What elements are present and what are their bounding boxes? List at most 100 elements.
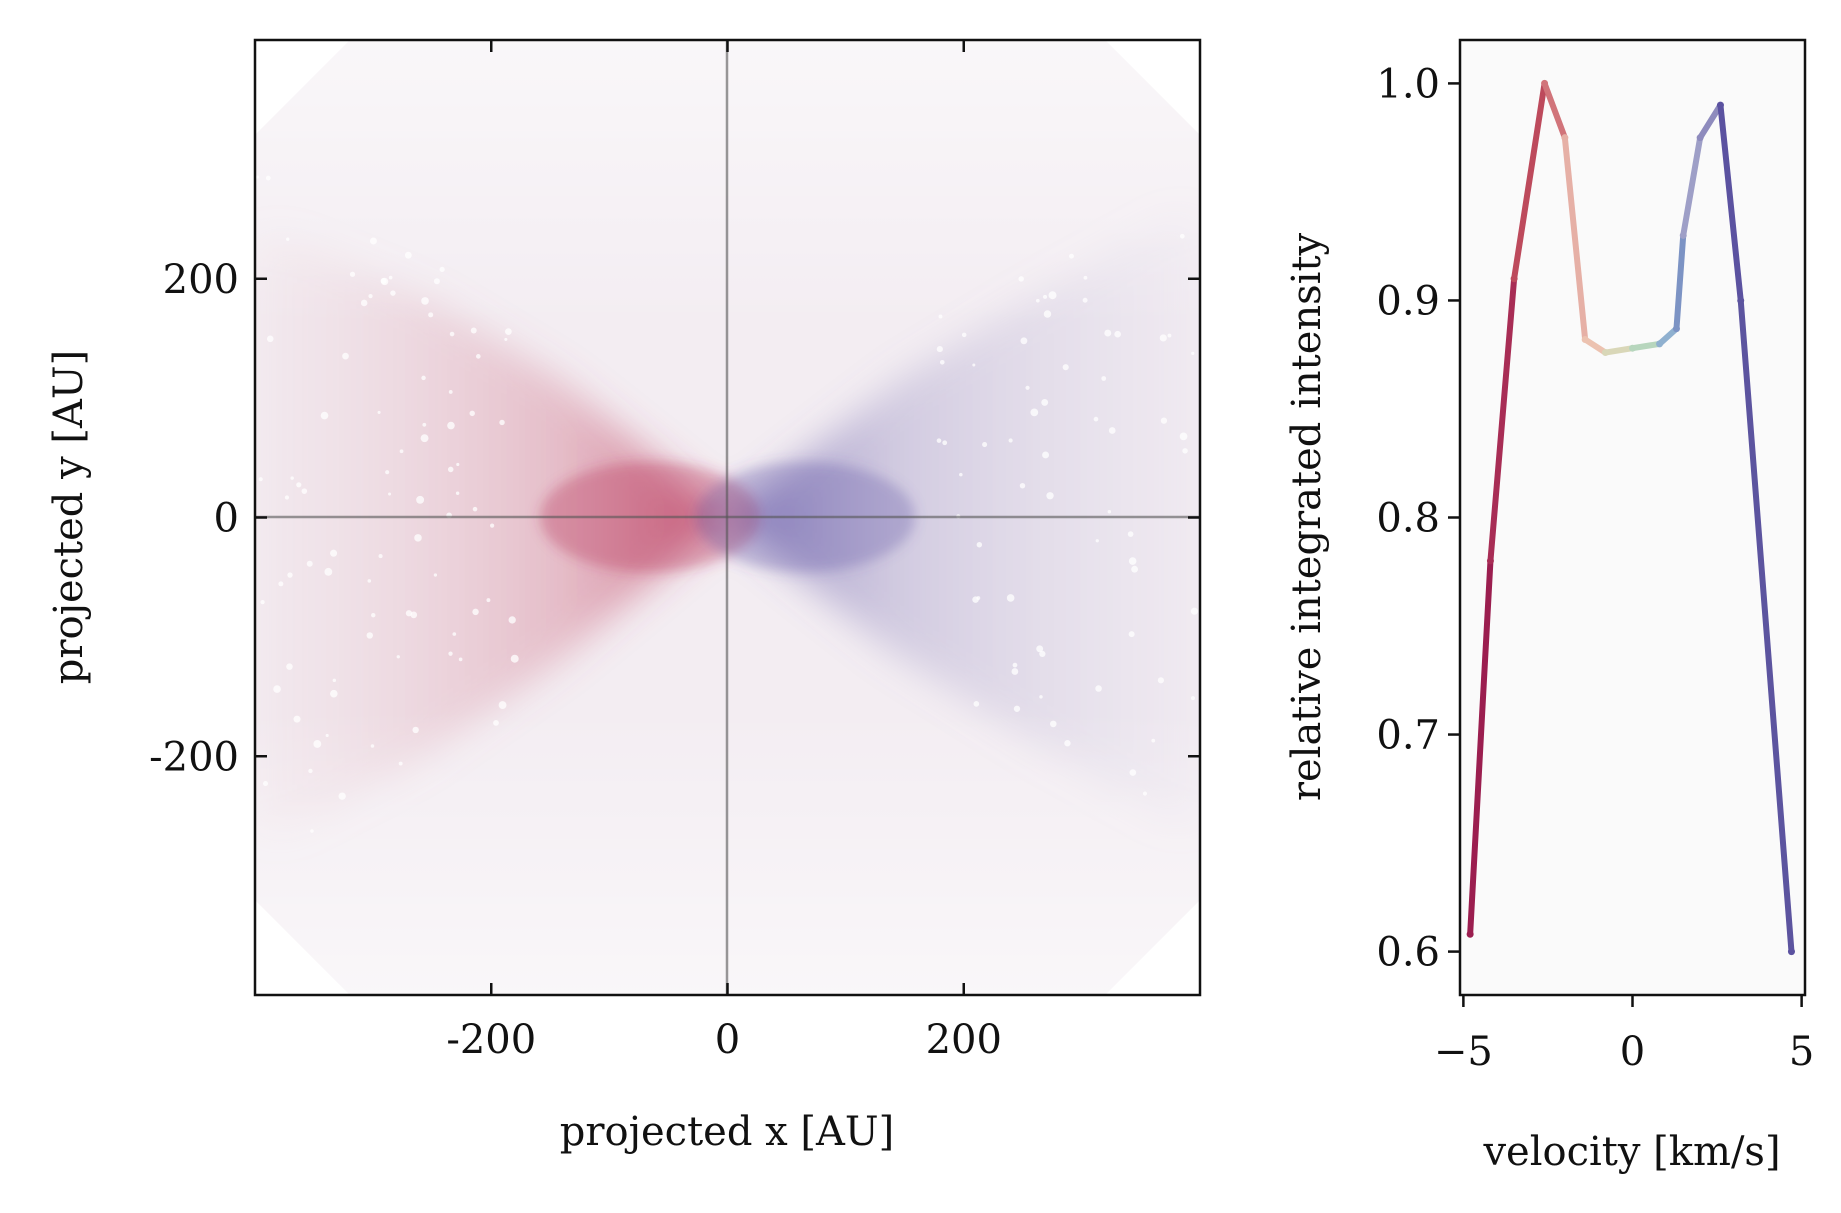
profile-y-tick-label: 0.7	[1376, 713, 1440, 759]
profile-y-tick-label: 0.8	[1376, 496, 1440, 542]
map-speckle	[433, 573, 438, 577]
map-speckle	[1082, 297, 1088, 303]
profile-line-segment	[1511, 80, 1548, 282]
map-speckle	[1036, 645, 1044, 653]
profile-y-tick-label: 0.6	[1376, 930, 1440, 976]
map-speckle	[396, 655, 400, 659]
map-speckle	[1179, 432, 1188, 441]
map-speckle	[1046, 492, 1054, 500]
map-speckle	[1142, 791, 1148, 796]
profile-y-tick-label: 1.0	[1376, 61, 1440, 107]
map-speckle	[404, 251, 412, 259]
map-speckle	[428, 312, 434, 318]
profile-data-point	[1486, 557, 1494, 565]
map-y-axis-label: projected y [AU]	[46, 350, 92, 684]
map-speckle	[504, 337, 508, 341]
profile-line-segment	[1561, 134, 1589, 343]
map-speckle	[306, 560, 313, 567]
map-speckle	[262, 780, 269, 787]
map-speckle	[290, 476, 294, 480]
map-speckle	[308, 768, 313, 774]
map-speckle	[1049, 720, 1057, 728]
map-speckle	[982, 441, 988, 448]
map-speckle	[1104, 329, 1112, 337]
map-speckle	[1035, 298, 1040, 303]
profile-line-segments	[1466, 79, 1795, 956]
map-speckle	[1114, 330, 1121, 338]
profile-data-point	[1787, 948, 1795, 956]
profile-line-segment	[1680, 134, 1704, 239]
map-speckle	[368, 294, 373, 299]
map-speckle	[1042, 294, 1048, 299]
profile-data-point	[1541, 79, 1549, 87]
map-speckle	[1039, 650, 1046, 658]
map-speckle	[1151, 738, 1156, 743]
map-speckle	[1157, 677, 1165, 684]
map-speckle	[266, 335, 274, 343]
map-speckle	[398, 761, 403, 766]
map-speckle	[1160, 417, 1168, 424]
map-speckle	[449, 331, 455, 337]
velocity-map-panel: -200 0 200 -200 0 200 projected x [AU] projec…	[46, 38, 1202, 1155]
profile-line-segment	[1602, 345, 1636, 356]
map-speckle	[1191, 351, 1195, 356]
map-speckle	[414, 534, 422, 542]
map-speckle	[448, 651, 453, 656]
profile-axes-background	[1460, 40, 1805, 995]
map-x-tick-label: 0	[715, 1017, 740, 1063]
map-y-tick-label: 0	[214, 496, 239, 542]
map-speckle	[422, 422, 427, 427]
map-speckle	[452, 632, 457, 636]
map-speckle	[1083, 275, 1088, 280]
profile-data-point	[1656, 340, 1664, 348]
map-speckle	[296, 482, 302, 488]
profile-x-tick-label: 0	[1620, 1029, 1645, 1075]
map-speckle	[475, 354, 481, 359]
map-speckle	[330, 549, 338, 557]
profile-line-segment	[1541, 80, 1568, 141]
map-speckle	[456, 462, 460, 467]
map-speckle	[1019, 482, 1026, 489]
map-speckle	[939, 359, 945, 365]
map-speckle	[293, 715, 301, 723]
map-speckle	[1039, 695, 1043, 699]
map-speckle	[936, 345, 943, 353]
profile-y-tick-label: 0.9	[1376, 278, 1440, 324]
map-speckle	[377, 410, 381, 414]
map-speckle	[325, 733, 329, 738]
map-speckle	[369, 237, 377, 245]
map-speckle	[1131, 565, 1139, 573]
map-speckle	[410, 611, 418, 619]
profile-data-point	[1629, 344, 1636, 352]
map-x-tick-label: -200	[446, 1017, 536, 1063]
profile-data-point	[1716, 101, 1724, 109]
map-speckle	[310, 829, 314, 833]
map-speckle	[1128, 631, 1135, 638]
map-speckle	[1018, 276, 1024, 282]
map-speckle	[1069, 253, 1074, 259]
map-speckle	[260, 599, 265, 605]
map-speckle	[366, 632, 374, 639]
map-speckle	[265, 175, 271, 181]
map-speckle	[510, 654, 519, 663]
map-speckle	[936, 438, 942, 443]
map-speckle	[1129, 769, 1137, 776]
map-speckle	[367, 579, 372, 583]
map-speckle	[342, 352, 349, 360]
map-speckle	[1101, 376, 1107, 381]
map-y-tick-label: 200	[163, 257, 239, 303]
map-speckle	[1025, 385, 1030, 390]
map-speckle	[472, 506, 478, 512]
map-speckle	[380, 277, 387, 284]
map-speckle	[258, 477, 263, 482]
map-speckle	[1042, 451, 1050, 459]
map-speckle	[388, 492, 392, 496]
profile-data-point	[1679, 231, 1687, 239]
map-speckle	[1167, 333, 1172, 338]
map-speckle	[458, 657, 463, 662]
map-speckle	[498, 701, 507, 710]
map-speckle	[284, 495, 290, 500]
profile-line-segment	[1717, 102, 1744, 304]
map-speckle	[416, 495, 425, 504]
